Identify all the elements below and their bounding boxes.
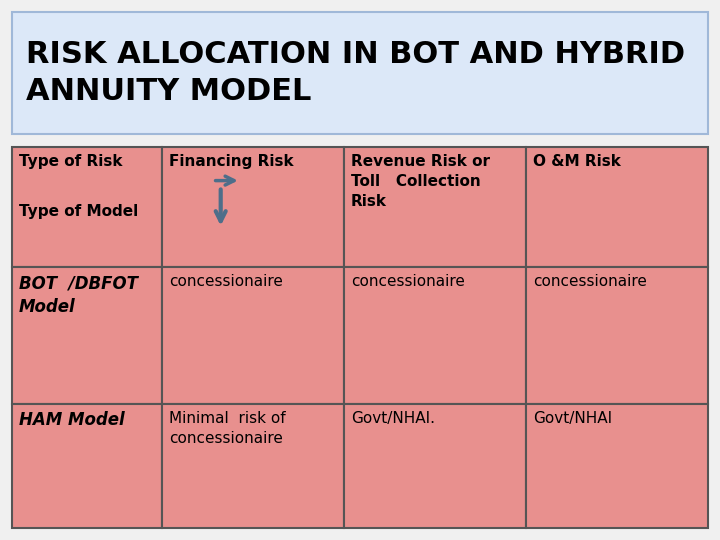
FancyBboxPatch shape xyxy=(12,404,161,528)
Text: Type of Risk: Type of Risk xyxy=(19,154,122,169)
FancyBboxPatch shape xyxy=(344,267,526,404)
FancyBboxPatch shape xyxy=(12,147,161,267)
Text: HAM Model: HAM Model xyxy=(19,411,125,429)
FancyBboxPatch shape xyxy=(161,404,344,528)
Text: concessionaire: concessionaire xyxy=(351,274,465,289)
Text: Govt/NHAI.: Govt/NHAI. xyxy=(351,411,435,426)
Text: Type of Model: Type of Model xyxy=(19,205,138,219)
Text: concessionaire: concessionaire xyxy=(168,274,282,289)
Text: RISK ALLOCATION IN BOT AND HYBRID
ANNUITY MODEL: RISK ALLOCATION IN BOT AND HYBRID ANNUIT… xyxy=(26,40,685,106)
Text: BOT  /DBFOT
Model: BOT /DBFOT Model xyxy=(19,274,138,315)
Text: Minimal  risk of
concessionaire: Minimal risk of concessionaire xyxy=(168,411,285,446)
FancyBboxPatch shape xyxy=(526,267,708,404)
FancyBboxPatch shape xyxy=(12,12,708,133)
FancyBboxPatch shape xyxy=(344,404,526,528)
Text: Revenue Risk or
Toll   Collection
Risk: Revenue Risk or Toll Collection Risk xyxy=(351,154,490,208)
Text: concessionaire: concessionaire xyxy=(534,274,647,289)
FancyBboxPatch shape xyxy=(526,147,708,267)
Text: O &M Risk: O &M Risk xyxy=(534,154,621,169)
Text: Govt/NHAI: Govt/NHAI xyxy=(534,411,613,426)
FancyBboxPatch shape xyxy=(526,404,708,528)
Text: Financing Risk: Financing Risk xyxy=(168,154,293,169)
FancyBboxPatch shape xyxy=(161,267,344,404)
FancyBboxPatch shape xyxy=(161,147,344,267)
FancyBboxPatch shape xyxy=(12,267,161,404)
FancyBboxPatch shape xyxy=(344,147,526,267)
